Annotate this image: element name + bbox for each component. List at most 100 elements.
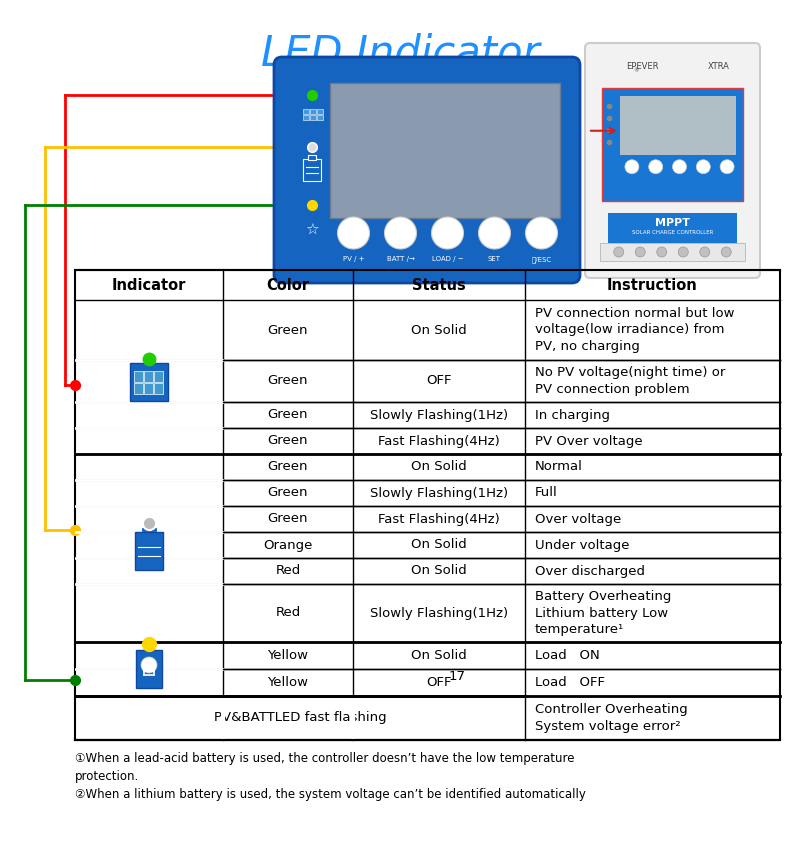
Bar (602, 88, 743, 201)
Bar (135, 532, 163, 570)
Circle shape (385, 217, 417, 249)
Circle shape (614, 247, 624, 257)
Bar (130, 363, 168, 401)
Text: ☆: ☆ (305, 223, 319, 238)
Text: Slowly Flashing(1Hz): Slowly Flashing(1Hz) (370, 606, 508, 619)
Text: Yellow: Yellow (267, 676, 309, 689)
Bar (303, 109, 309, 114)
Text: Yellow: Yellow (267, 649, 309, 662)
Text: Battery Overheating
Lithium battery Low
temperature¹: Battery Overheating Lithium battery Low … (535, 590, 671, 636)
Bar (317, 109, 323, 114)
Bar (330, 83, 560, 218)
Text: OFF: OFF (426, 375, 452, 388)
Circle shape (625, 160, 639, 174)
Text: Red: Red (275, 565, 301, 578)
Text: Full: Full (535, 486, 558, 499)
Text: Green: Green (268, 324, 308, 336)
Text: EPEVER: EPEVER (626, 62, 659, 71)
Bar (144, 371, 153, 381)
Text: PV connection normal but low
voltage(low irradiance) from
PV, no charging: PV connection normal but low voltage(low… (535, 307, 734, 353)
Text: OFF: OFF (426, 676, 452, 689)
Text: LOAD / −: LOAD / − (432, 256, 463, 262)
Bar (608, 213, 737, 242)
Bar (303, 159, 321, 181)
Text: Fast Flashing(4Hz): Fast Flashing(4Hz) (378, 512, 500, 526)
Circle shape (720, 160, 734, 174)
Text: Controller Overheating
System voltage error²: Controller Overheating System voltage er… (535, 703, 688, 733)
Text: 17: 17 (449, 670, 466, 683)
Circle shape (478, 217, 510, 249)
Text: Green: Green (268, 486, 308, 499)
Circle shape (635, 247, 646, 257)
Bar (600, 243, 745, 261)
Text: On Solid: On Solid (411, 565, 467, 578)
Bar (308, 155, 316, 160)
Circle shape (722, 247, 731, 257)
Text: Indicator: Indicator (112, 278, 186, 292)
Circle shape (526, 217, 558, 249)
Text: Color: Color (266, 278, 310, 292)
Text: Over discharged: Over discharged (535, 565, 645, 578)
Bar (154, 371, 162, 381)
Bar (134, 371, 142, 381)
Text: In charging: In charging (535, 408, 610, 421)
Text: Green: Green (268, 512, 308, 526)
Text: On Solid: On Solid (411, 649, 467, 662)
Text: Green: Green (268, 434, 308, 447)
Text: Status: Status (412, 278, 466, 292)
Text: Green: Green (268, 375, 308, 388)
Bar (75, 270, 780, 740)
Bar (303, 115, 309, 120)
Circle shape (673, 160, 686, 174)
Text: ⏻/ESC: ⏻/ESC (531, 256, 551, 263)
Bar (310, 109, 316, 114)
Circle shape (700, 247, 710, 257)
Circle shape (657, 247, 666, 257)
Circle shape (431, 217, 463, 249)
Bar (620, 96, 736, 155)
Text: Normal: Normal (535, 460, 583, 473)
Text: PV Over voltage: PV Over voltage (535, 434, 642, 447)
Bar (134, 383, 142, 394)
Circle shape (338, 217, 370, 249)
Text: No PV voltage(night time) or
PV connection problem: No PV voltage(night time) or PV connecti… (535, 366, 726, 396)
Circle shape (649, 160, 662, 174)
Bar (310, 115, 316, 120)
Bar (317, 115, 323, 120)
FancyBboxPatch shape (274, 57, 580, 283)
Text: LED Indicator: LED Indicator (261, 32, 539, 74)
Text: SOLAR CHARGE CONTROLLER: SOLAR CHARGE CONTROLLER (632, 230, 713, 235)
Text: PV / +: PV / + (342, 256, 364, 262)
Text: Green: Green (268, 408, 308, 421)
Text: XTRA: XTRA (708, 62, 730, 71)
Text: Instruction: Instruction (607, 278, 698, 292)
Text: MPPT: MPPT (655, 217, 690, 227)
Text: SET: SET (488, 256, 501, 262)
Text: ①When a lead-acid battery is used, the controller doesn’t have the low temperatu: ①When a lead-acid battery is used, the c… (75, 752, 574, 783)
Text: Orange: Orange (263, 539, 313, 552)
Text: On Solid: On Solid (411, 324, 467, 336)
Text: Load   ON: Load ON (535, 649, 600, 662)
Bar (144, 383, 153, 394)
Text: Slowly Flashing(1Hz): Slowly Flashing(1Hz) (370, 486, 508, 499)
Text: Fast Flashing(4Hz): Fast Flashing(4Hz) (378, 434, 500, 447)
Text: Under voltage: Under voltage (535, 539, 630, 552)
Circle shape (141, 657, 157, 673)
Bar (136, 650, 162, 688)
FancyBboxPatch shape (585, 43, 760, 278)
Text: Over voltage: Over voltage (535, 512, 622, 526)
Text: On Solid: On Solid (411, 539, 467, 552)
Circle shape (696, 160, 710, 174)
Text: PV&BATTLED fast flashing: PV&BATTLED fast flashing (214, 712, 386, 725)
Text: Green: Green (268, 460, 308, 473)
Bar (154, 383, 162, 394)
Text: On Solid: On Solid (411, 460, 467, 473)
Text: Load   OFF: Load OFF (535, 676, 605, 689)
Text: BATT /→: BATT /→ (386, 256, 414, 262)
Text: Slowly Flashing(1Hz): Slowly Flashing(1Hz) (370, 408, 508, 421)
Text: ®: ® (634, 68, 639, 73)
Text: Red: Red (275, 606, 301, 619)
Bar (141, 527, 158, 532)
Text: ②When a lithium battery is used, the system voltage can’t be identified automati: ②When a lithium battery is used, the sys… (75, 788, 586, 801)
Circle shape (678, 247, 688, 257)
